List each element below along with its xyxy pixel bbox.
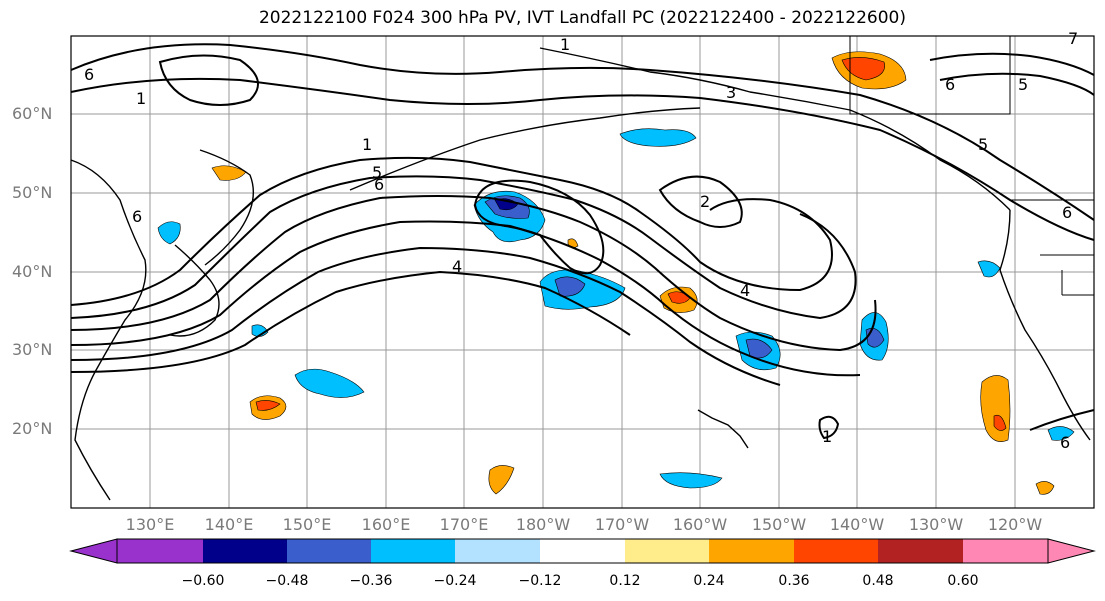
pv-patch-blue-japan (157, 221, 181, 245)
contour-closed-2 (658, 175, 743, 228)
map-frame (70, 35, 1095, 509)
lon-label-140e: 140°E (204, 515, 254, 534)
colorbar-segment (117, 539, 203, 563)
contour-label: 1 (822, 427, 832, 446)
colorbar-segment (794, 539, 878, 563)
contour-label: 1 (136, 89, 146, 108)
pv-patch-red-baja (993, 414, 1007, 431)
colorbar-extend-max (1047, 538, 1096, 564)
colorbar-tick-label: 0.48 (862, 573, 894, 589)
contour-label: 1 (362, 135, 372, 154)
lon-label-160w: 160°W (672, 515, 728, 534)
lat-label-30n: 30°N (12, 340, 53, 359)
contour-small-1 (818, 415, 840, 440)
contour-label: 6 (132, 207, 142, 226)
coast-asia (70, 159, 147, 501)
contour-ne-2 (939, 72, 1095, 96)
coast-hawaii (697, 409, 749, 449)
colorbar-tick-label: −0.36 (349, 573, 393, 589)
contour-closed-nw (158, 54, 259, 106)
lon-label-170w: 170°W (594, 515, 650, 534)
colorbar-segment (540, 539, 625, 563)
contour-closed-center (473, 179, 605, 275)
colorbar-tick-label: −0.12 (518, 573, 562, 589)
lat-label-60n: 60°N (12, 104, 53, 123)
contour-label: 5 (978, 135, 988, 154)
lon-label-150e: 150°E (282, 515, 332, 534)
contour-label: 6 (1062, 203, 1072, 222)
coast-japan (169, 244, 220, 337)
colorbar-segment (455, 539, 540, 563)
contour-label: 6 (945, 75, 955, 94)
lat-label-50n: 50°N (12, 183, 53, 202)
pv-patch-blue-small-170e (251, 324, 269, 337)
contour-label: 7 (1068, 29, 1078, 48)
colorbar-segment (878, 539, 963, 563)
pv-patch-blue-westpac (294, 368, 365, 398)
contour-label: 3 (726, 83, 736, 102)
colorbar-segment (203, 539, 287, 563)
colorbar-tick-label: −0.60 (181, 573, 225, 589)
contour-jet-3 (70, 195, 877, 352)
colorbar-tick-label: 0.36 (778, 573, 810, 589)
contour-east-1 (1029, 409, 1095, 431)
pv-patch-blue-bering (619, 128, 697, 147)
colorbar-tick-label: −0.48 (265, 573, 309, 589)
colorbar-segment (963, 539, 1048, 563)
coast-na-west (999, 209, 1091, 441)
contour-label: 5 (372, 163, 382, 182)
colorbar-segment (371, 539, 455, 563)
pv-patch-darkblue-south (554, 276, 586, 297)
lon-label-120w: 120°W (987, 515, 1043, 534)
lon-label-130w: 130°W (908, 515, 964, 534)
pv-patch-red-alaska (841, 57, 885, 81)
colorbar (69, 538, 1096, 564)
contour-label: 1 (560, 35, 570, 54)
colorbar-tick-label: 0.24 (693, 573, 725, 589)
contour-jet-6 (70, 270, 631, 373)
pv-patch-red-westpac (255, 400, 281, 411)
colorbar-segment (625, 539, 709, 563)
colorbar-segment (709, 539, 794, 563)
colorbar-tick-label: −0.24 (433, 573, 477, 589)
colorbar-frame (116, 538, 1049, 564)
lon-label-160e: 160°E (361, 515, 411, 534)
contour-label: 5 (1018, 75, 1028, 94)
contour-jet-5 (70, 246, 781, 386)
contour-label: 6 (374, 175, 384, 194)
lon-label-180w: 180°W (515, 515, 571, 534)
contour-jet-2 (70, 175, 857, 320)
contour-outer-2 (70, 77, 1095, 241)
coast-aleutians (349, 107, 701, 191)
lon-label-130e: 130°E (125, 515, 175, 534)
pv-patch-orange-socal (1035, 481, 1055, 495)
lon-label-140w: 140°W (829, 515, 885, 534)
pv-patch-orange-hawaii-south (488, 465, 515, 495)
pv-patch-blue-hawaii-east (659, 472, 723, 489)
lat-label-40n: 40°N (12, 262, 53, 281)
contour-label: 6 (1060, 433, 1070, 452)
colorbar-extend-min (69, 538, 118, 564)
contour-label: 4 (452, 257, 462, 276)
contour-label: 6 (84, 65, 94, 84)
pv-shading (157, 51, 1075, 495)
contour-label: 4 (740, 281, 750, 300)
colorbar-segment (287, 539, 371, 563)
map-title: 2022122100 F024 300 hPa PV, IVT Landfall… (258, 8, 906, 28)
contour-labels: 1 3 6 5 1 6 5 6 1 5 6 2 4 4 6 7 1 6 (84, 29, 1078, 452)
contour-jet-1 (70, 156, 833, 306)
lon-label-150w: 150°W (751, 515, 807, 534)
contour-ne-1 (929, 52, 1095, 76)
colorbar-tick-label: 0.60 (947, 573, 979, 589)
pv-patch-blue-east20n (1047, 426, 1075, 441)
contour-label: 2 (700, 192, 710, 211)
lon-label-170e: 170°E (439, 515, 489, 534)
lat-label-20n: 20°N (12, 419, 53, 438)
contour-outer-1 (70, 43, 1095, 221)
colorbar-tick-label: 0.12 (609, 573, 641, 589)
ivt-contours (70, 43, 1095, 440)
